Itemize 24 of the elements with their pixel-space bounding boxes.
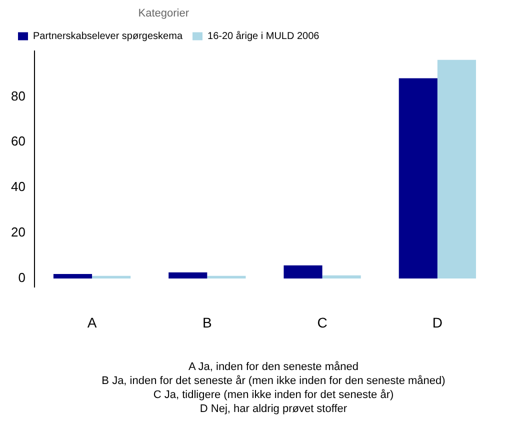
- x-tick-label: D: [432, 314, 442, 330]
- text: C Ja, tidligere (men ikke inden for det seneste år): [152, 388, 395, 402]
- bar: [92, 276, 131, 279]
- text: B Ja, inden for det seneste år (men ikke inden for den seneste måned): [100, 374, 446, 388]
- x-tick-label: A: [87, 314, 98, 330]
- text: D Nej, har aldrig prøvet stoffer: [198, 402, 348, 416]
- bar: [437, 60, 476, 279]
- y-tick-label: 60: [10, 134, 26, 149]
- y-tick-label: 40: [10, 179, 26, 194]
- x-tick-label: C: [317, 314, 328, 330]
- legend-label: Partnerskabselever spørgeskema: [33, 30, 183, 42]
- y-tick-label: 0: [18, 270, 26, 286]
- bar: [322, 275, 361, 279]
- bar: [284, 265, 322, 279]
- text: A Ja, inden for den seneste måned: [187, 360, 360, 374]
- y-tick-label: 20: [10, 224, 26, 240]
- y-tick-label: 80: [10, 88, 26, 104]
- bar: [398, 78, 438, 279]
- bar: [207, 276, 246, 279]
- x-tick-label: B: [202, 314, 212, 330]
- bar: [168, 272, 208, 279]
- legend-title: Kategorier: [138, 8, 190, 20]
- legend-label: 16-20 årige i MULD 2006: [208, 30, 320, 42]
- bar: [53, 274, 92, 279]
